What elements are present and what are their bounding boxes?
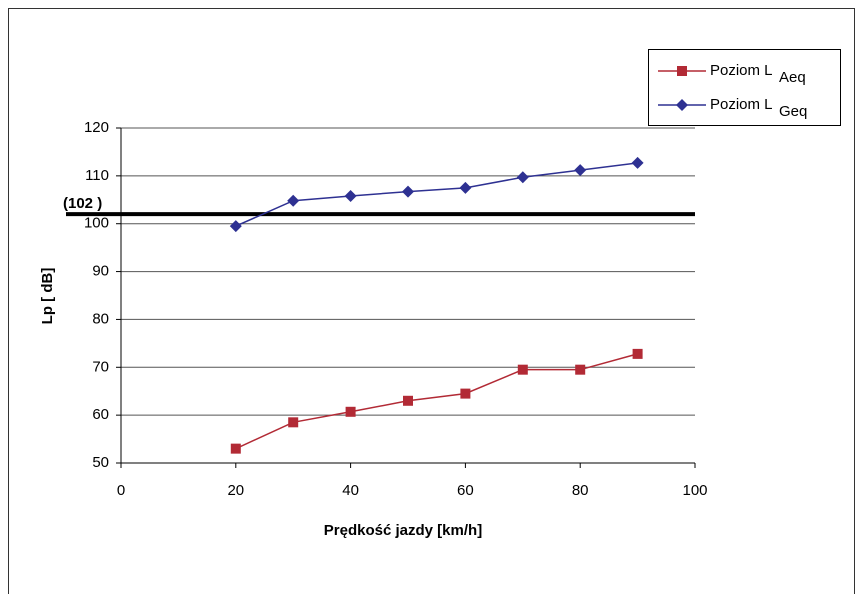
marker [288,417,299,428]
marker [516,171,529,184]
marker [631,156,644,169]
legend-label: Poziom L [710,96,773,113]
series-line [235,353,638,450]
x-tick-label: 20 [227,482,244,499]
marker [575,364,586,375]
x-axis-title: Prędkość jazdy [km/h] [324,522,482,539]
x-tick-label: 100 [682,482,707,499]
legend-subscript: Geq [779,103,807,120]
x-tick-label: 0 [117,482,125,499]
y-axis-title: Lp [ dB] [39,268,56,325]
y-tick-label: 100 [84,215,109,232]
y-tick-label: 120 [84,119,109,136]
legend-marker [676,99,688,111]
marker [517,364,528,375]
y-tick-label: 110 [85,167,109,184]
legend [648,49,841,126]
marker [230,443,241,454]
y-tick-label: 90 [92,263,109,280]
x-tick-label: 80 [572,482,589,499]
legend-label: Poziom L [710,62,773,79]
series-line [235,162,638,227]
marker [459,181,472,194]
legend-subscript: Aeq [779,69,806,86]
legend-marker [677,66,687,76]
marker [229,220,242,233]
marker [460,388,471,399]
x-tick-label: 40 [342,482,359,499]
marker [345,406,356,417]
marker [344,189,357,202]
x-tick-label: 60 [457,482,474,499]
marker [287,194,300,207]
reference-label: (102 ) [63,195,102,212]
y-tick-label: 70 [92,358,109,375]
marker [403,395,413,406]
y-tick-label: 50 [92,454,109,471]
marker [574,164,587,177]
y-tick-label: 60 [92,406,109,423]
y-tick-label: 80 [92,310,109,327]
marker [632,348,643,359]
marker [402,185,414,198]
